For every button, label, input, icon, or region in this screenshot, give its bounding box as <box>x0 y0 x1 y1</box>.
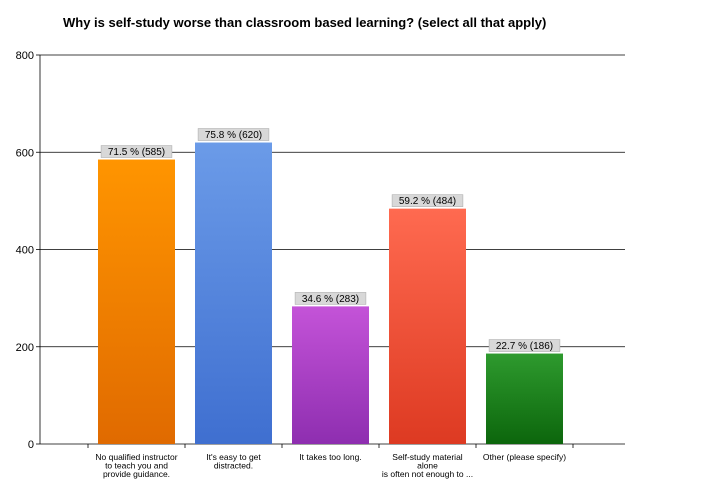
data-label-box <box>294 292 367 305</box>
category-label: It takes too long. <box>299 452 361 462</box>
axes: 0 200 400 600 800 <box>16 50 574 451</box>
chart-title: Why is self-study worse than classroom b… <box>63 15 546 30</box>
y-tick-label: 400 <box>16 245 34 257</box>
bar-1 <box>98 159 175 444</box>
bars <box>98 142 563 444</box>
data-label-box <box>391 194 464 207</box>
y-tick-label: 800 <box>16 50 34 62</box>
category-label: to teach you and <box>105 461 168 471</box>
data-label-box <box>100 145 173 158</box>
category-label: alone <box>417 461 438 471</box>
y-tick-label: 200 <box>16 342 34 354</box>
data-label: 22.7 % (186) <box>496 341 553 352</box>
data-label: 71.5 % (585) <box>108 147 165 158</box>
y-tick-label: 600 <box>16 147 34 159</box>
bar-4 <box>389 208 466 444</box>
category-label: Other (please specify) <box>483 452 566 462</box>
category-label: Self-study material <box>392 452 462 462</box>
bar-5 <box>486 353 563 444</box>
data-label: 34.6 % (283) <box>302 294 359 305</box>
data-labels: 71.5 % (585) 75.8 % (620) 34.6 % (283) 59.2… <box>100 128 561 352</box>
bar-3 <box>292 306 369 444</box>
category-label: No qualified instructor <box>95 452 177 462</box>
data-label-box <box>197 128 270 141</box>
y-tick-label: 0 <box>28 439 34 451</box>
category-label: is often not enough to ... <box>382 469 473 479</box>
data-label: 75.8 % (620) <box>205 130 262 141</box>
data-label-box <box>488 339 561 352</box>
category-label: It's easy to get <box>206 452 261 462</box>
category-label: distracted. <box>214 461 253 471</box>
bar-2 <box>195 142 272 444</box>
category-label: provide guidance. <box>103 469 170 479</box>
data-label: 59.2 % (484) <box>399 196 456 207</box>
